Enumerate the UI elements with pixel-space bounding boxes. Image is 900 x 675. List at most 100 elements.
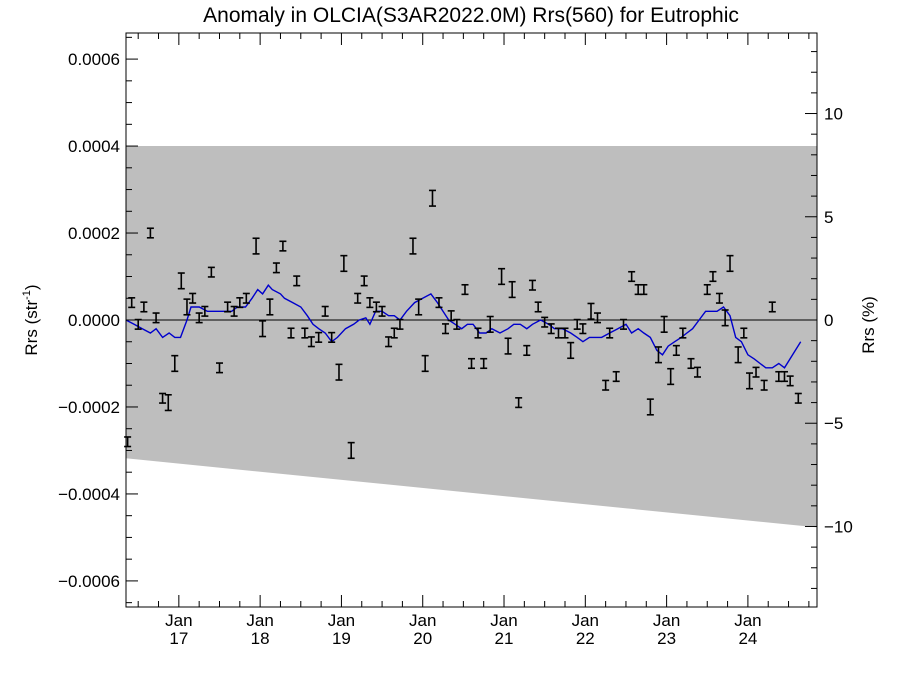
data-point xyxy=(366,297,374,309)
data-point xyxy=(715,292,723,304)
data-point xyxy=(474,327,482,339)
data-point xyxy=(447,310,455,322)
data-point xyxy=(746,372,754,390)
data-point xyxy=(504,337,512,355)
data-point xyxy=(672,344,680,357)
x-tick-label-year: 18 xyxy=(251,629,270,648)
data-point xyxy=(534,301,542,313)
data-point xyxy=(498,267,506,286)
chart-title: Anomaly in OLCIA(S3AR2022.0M) Rrs(560) f… xyxy=(203,4,739,27)
uncertainty-band xyxy=(126,146,817,528)
data-point xyxy=(415,298,423,316)
data-point xyxy=(726,254,734,273)
x-tick-label-month: Jan xyxy=(653,611,680,630)
data-point xyxy=(435,297,443,309)
data-point xyxy=(266,298,274,316)
data-point xyxy=(335,363,343,381)
data-point xyxy=(480,357,488,370)
data-point xyxy=(554,327,562,339)
data-point xyxy=(693,366,701,378)
data-point xyxy=(140,301,148,313)
data-point xyxy=(272,262,280,274)
data-point xyxy=(279,240,287,252)
data-point xyxy=(640,283,648,296)
data-point xyxy=(441,323,449,335)
data-point xyxy=(794,392,802,404)
x-tick-label-month: Jan xyxy=(490,611,517,630)
data-point xyxy=(146,227,154,239)
data-point xyxy=(468,357,475,370)
x-tick-label-month: Jan xyxy=(572,611,599,630)
running-mean-line xyxy=(125,284,802,369)
data-point xyxy=(660,315,668,333)
y-axis-left-label-main: Rrs (str xyxy=(22,300,41,356)
x-tick-label-year: 20 xyxy=(413,629,432,648)
data-point xyxy=(224,301,232,313)
data-point xyxy=(195,312,203,324)
y-left-tick-label: −0.0002 xyxy=(58,398,120,417)
x-tick-label-year: 23 xyxy=(657,629,676,648)
y-right-tick-label: −10 xyxy=(824,517,853,536)
y-right-tick-label: 0 xyxy=(824,311,833,330)
data-point xyxy=(360,275,368,287)
data-point xyxy=(230,305,238,317)
data-point xyxy=(183,298,191,316)
data-point xyxy=(315,331,323,343)
data-point xyxy=(687,357,695,370)
data-point xyxy=(752,366,760,378)
data-point xyxy=(567,341,575,360)
data-point xyxy=(786,375,794,387)
y-axis-right-label: Rrs (%) xyxy=(859,296,878,354)
data-point xyxy=(171,354,179,373)
data-point xyxy=(252,237,260,255)
y-right-tick-label: −5 xyxy=(824,414,843,433)
y-left-tick-label: −0.0006 xyxy=(58,572,120,591)
y-left-tick-label: 0.0006 xyxy=(68,50,120,69)
data-point xyxy=(242,292,250,304)
data-point xyxy=(372,301,380,313)
data-point xyxy=(768,301,776,313)
data-point xyxy=(354,292,362,304)
data-point xyxy=(396,318,404,330)
ticks-layer xyxy=(126,33,817,607)
data-point xyxy=(328,331,336,343)
data-point xyxy=(164,393,172,412)
data-point xyxy=(587,302,595,320)
data-point xyxy=(259,320,267,338)
data-point xyxy=(594,312,602,324)
data-point xyxy=(602,379,610,391)
data-point xyxy=(620,318,628,330)
data-point xyxy=(760,379,768,391)
data-point xyxy=(189,292,197,304)
data-point xyxy=(453,318,461,330)
x-tick-label-year: 19 xyxy=(332,629,351,648)
data-point xyxy=(215,362,223,374)
data-point xyxy=(461,283,469,296)
data-point xyxy=(385,336,393,348)
data-point xyxy=(378,305,386,317)
data-point xyxy=(703,283,711,296)
x-tick-label-month: Jan xyxy=(246,611,273,630)
data-point xyxy=(740,327,748,339)
data-point xyxy=(508,280,516,299)
data-point xyxy=(606,327,614,339)
data-point xyxy=(612,370,620,383)
data-point xyxy=(780,370,788,383)
x-tick-label-month: Jan xyxy=(734,611,761,630)
data-point xyxy=(547,323,555,335)
x-tick-label-year: 21 xyxy=(495,629,514,648)
data-point xyxy=(646,398,654,416)
data-point xyxy=(293,275,301,287)
data-point xyxy=(428,189,436,207)
data-point xyxy=(573,318,581,330)
data-point xyxy=(515,397,523,409)
data-point xyxy=(734,346,742,364)
x-tick-label-year: 22 xyxy=(576,629,595,648)
data-point xyxy=(523,344,531,357)
uncertainty-band-layer xyxy=(126,146,817,528)
data-point xyxy=(207,266,215,278)
x-tick-label-month: Jan xyxy=(328,611,355,630)
data-point xyxy=(347,441,355,460)
data-point xyxy=(709,270,717,283)
